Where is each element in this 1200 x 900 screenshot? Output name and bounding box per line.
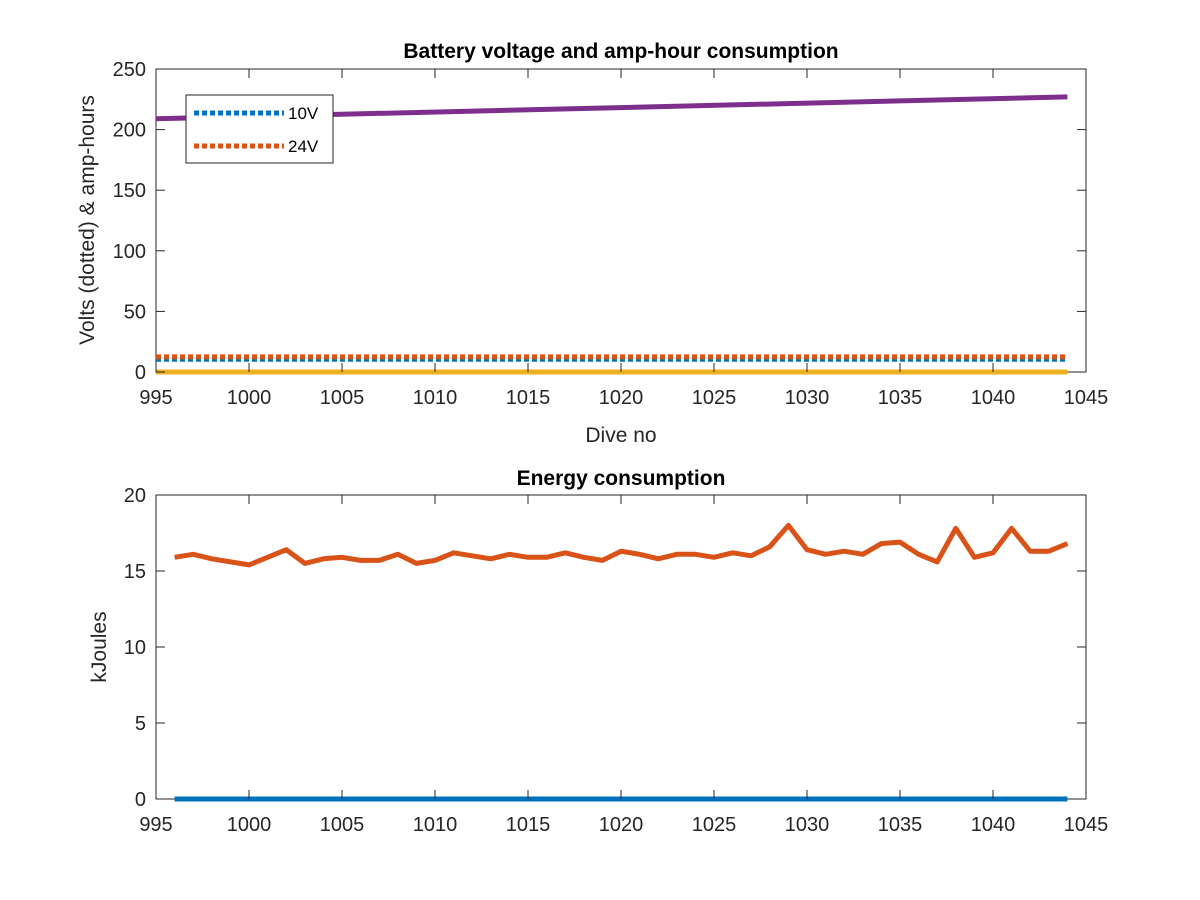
energy-plot-y-tick-label: 0 xyxy=(135,789,146,811)
voltage-plot-x-axis-label: Dive no xyxy=(585,424,656,447)
energy-plot-x-tick-label: 1020 xyxy=(599,814,644,836)
voltage-plot-x-tick-label: 1015 xyxy=(506,387,551,409)
energy-plot-series-line-0 xyxy=(174,522,1069,568)
energy-plot-x-tick-label: 1045 xyxy=(1064,814,1109,836)
voltage-plot-y-tick-label: 150 xyxy=(113,180,146,202)
energy-plot-axes-box xyxy=(155,494,1087,800)
energy-plot-x-tick-label: 1025 xyxy=(692,814,737,836)
voltage-plot-y-tick-label: 100 xyxy=(113,241,146,263)
voltage-plot-x-tick-label: 1030 xyxy=(785,387,830,409)
voltage-plot-y-tick-label: 0 xyxy=(135,362,146,384)
energy-plot-y-tick-label: 10 xyxy=(124,637,146,659)
energy-plot-y-tick-label: 5 xyxy=(135,713,146,735)
voltage-plot-y-tick-label: 50 xyxy=(124,301,146,323)
energy-plot-x-tick-label: 995 xyxy=(139,814,172,836)
voltage-plot-x-tick-label: 1010 xyxy=(413,387,458,409)
legend-label-24v: 24V xyxy=(288,137,319,156)
voltage-plot-y-tick-label: 200 xyxy=(113,120,146,142)
legend: 10V 24V xyxy=(185,94,334,164)
energy-plot-y-tick-label: 20 xyxy=(124,485,146,507)
voltage-plot-y-tick-label: 250 xyxy=(113,59,146,81)
energy-plot-x-tick-label: 1030 xyxy=(785,814,830,836)
voltage-plot-x-tick-label: 1035 xyxy=(878,387,923,409)
voltage-plot-x-tick-label: 1020 xyxy=(599,387,644,409)
voltage-plot-y-axis-label: Volts (dotted) & amp-hours xyxy=(76,95,99,345)
energy-plot-x-tick-label: 1000 xyxy=(227,814,272,836)
energy-plot-x-tick-label: 1035 xyxy=(878,814,923,836)
voltage-plot-x-tick-label: 995 xyxy=(139,387,172,409)
voltage-plot-x-tick-label: 1045 xyxy=(1064,387,1109,409)
energy-plot: 995 1000 1005 1010 1015 1020 1025 1030 1035 1040 1… xyxy=(88,467,1108,836)
energy-plot-y-tick-label: 15 xyxy=(124,561,146,583)
voltage-plot-ticks: 995 1000 1005 1010 1015 1020 1025 1030 1035 1040 1… xyxy=(113,59,1109,409)
voltage-plot-title: Battery voltage and amp-hour consumption xyxy=(403,40,838,63)
voltage-plot-x-tick-label: 1000 xyxy=(227,387,272,409)
energy-plot-y-axis-label: kJoules xyxy=(88,611,111,682)
voltage-plot-x-tick-label: 1005 xyxy=(320,387,365,409)
energy-plot-x-tick-label: 1040 xyxy=(971,814,1016,836)
energy-plot-title: Energy consumption xyxy=(517,467,726,490)
energy-plot-x-tick-label: 1010 xyxy=(413,814,458,836)
voltage-plot-x-tick-label: 1040 xyxy=(971,387,1016,409)
legend-label-10v: 10V xyxy=(288,104,319,123)
voltage-plot-x-tick-label: 1025 xyxy=(692,387,737,409)
voltage-plot: 995 1000 1005 1010 1015 1020 1025 1030 1035 1040 1… xyxy=(76,40,1108,447)
energy-plot-ticks: 995 1000 1005 1010 1015 1020 1025 1030 1035 1040 1… xyxy=(124,485,1109,836)
energy-plot-x-tick-label: 1005 xyxy=(320,814,365,836)
energy-plot-x-tick-label: 1015 xyxy=(506,814,551,836)
legend-box xyxy=(185,94,334,164)
